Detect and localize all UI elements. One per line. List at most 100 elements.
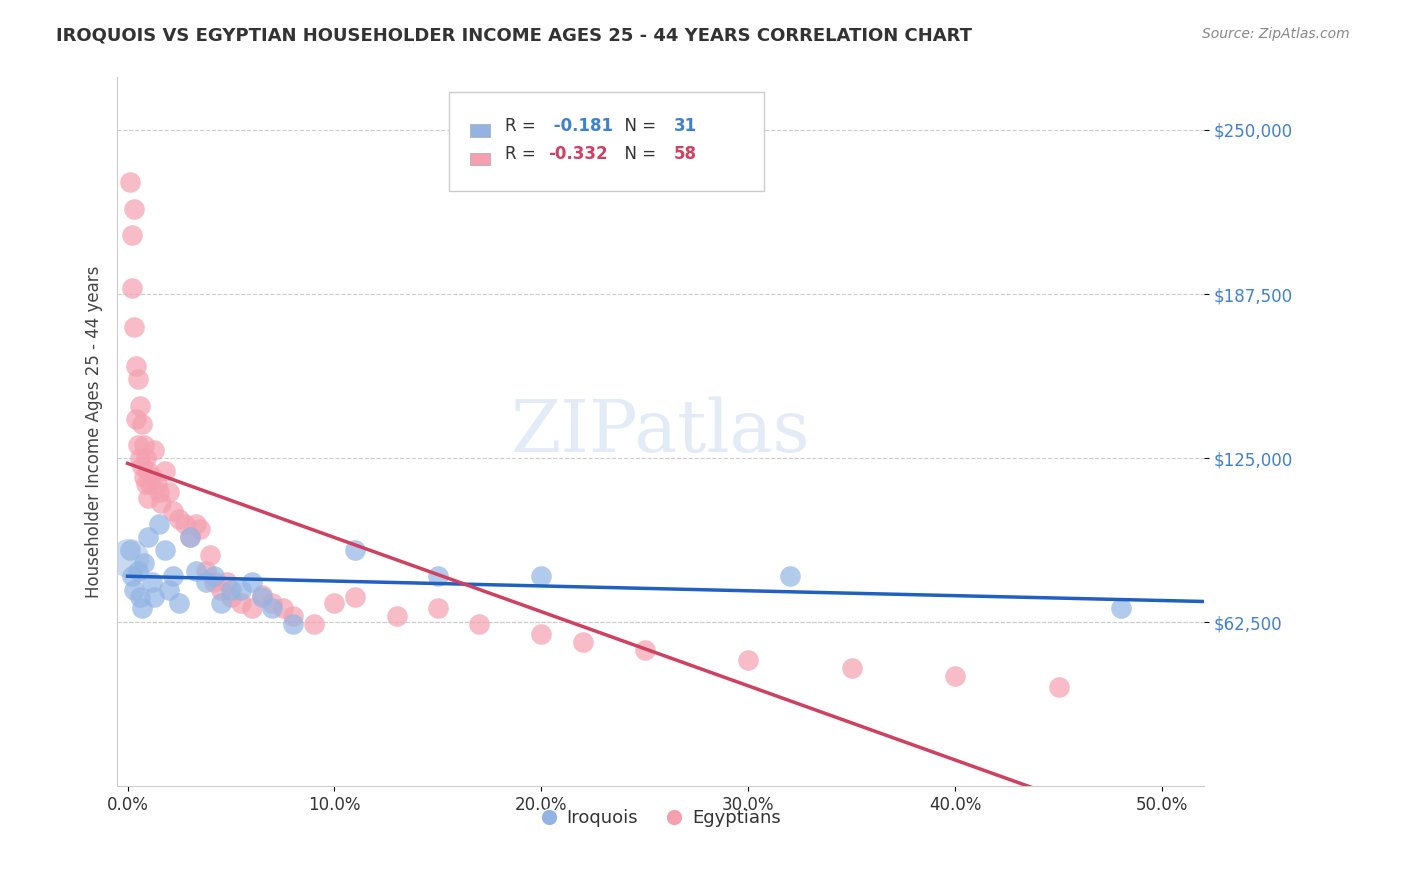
Point	[135, 451, 157, 466]
Text: ZIPatlas: ZIPatlas	[510, 397, 810, 467]
Point	[219, 582, 242, 597]
Point	[262, 601, 284, 615]
Point	[634, 643, 657, 657]
Point	[148, 485, 170, 500]
Point	[572, 635, 595, 649]
FancyBboxPatch shape	[470, 153, 489, 165]
Point	[215, 574, 238, 589]
Text: N =: N =	[613, 117, 661, 135]
Point	[135, 477, 157, 491]
Point	[148, 516, 170, 531]
Point	[281, 608, 304, 623]
Point	[132, 469, 155, 483]
Point	[127, 564, 149, 578]
Point	[153, 543, 176, 558]
Point	[426, 601, 449, 615]
Point	[204, 569, 226, 583]
Point	[385, 608, 408, 623]
Point	[195, 574, 218, 589]
Text: IROQUOIS VS EGYPTIAN HOUSEHOLDER INCOME AGES 25 - 44 YEARS CORRELATION CHART: IROQUOIS VS EGYPTIAN HOUSEHOLDER INCOME …	[56, 27, 972, 45]
Point	[122, 582, 145, 597]
Point	[153, 464, 176, 478]
Point	[141, 574, 163, 589]
Point	[122, 202, 145, 216]
Point	[121, 569, 143, 583]
Text: Source: ZipAtlas.com: Source: ZipAtlas.com	[1202, 27, 1350, 41]
Text: -0.332: -0.332	[548, 145, 609, 163]
Point	[179, 530, 201, 544]
Point	[204, 574, 226, 589]
Point	[231, 596, 253, 610]
Text: N =: N =	[613, 145, 661, 163]
Point	[302, 616, 325, 631]
Point	[231, 582, 253, 597]
Point	[117, 551, 139, 566]
Point	[200, 549, 222, 563]
Point	[426, 569, 449, 583]
Point	[281, 616, 304, 631]
Point	[127, 438, 149, 452]
Point	[184, 516, 207, 531]
Point	[174, 516, 197, 531]
Point	[323, 596, 346, 610]
Point	[141, 469, 163, 483]
Point	[779, 569, 801, 583]
Point	[943, 669, 966, 683]
Point	[162, 569, 184, 583]
Point	[195, 564, 218, 578]
Point	[121, 227, 143, 242]
Point	[271, 601, 294, 615]
Point	[132, 438, 155, 452]
Text: R =: R =	[505, 117, 541, 135]
Point	[131, 601, 153, 615]
Point	[143, 591, 166, 605]
Point	[219, 591, 242, 605]
Point	[737, 653, 759, 667]
Point	[240, 601, 263, 615]
Point	[131, 417, 153, 431]
Point	[125, 359, 148, 374]
Point	[184, 564, 207, 578]
Text: R =: R =	[505, 145, 541, 163]
Point	[136, 491, 159, 505]
Point	[209, 596, 232, 610]
FancyBboxPatch shape	[449, 92, 763, 191]
Point	[145, 477, 167, 491]
Point	[136, 530, 159, 544]
Point	[125, 412, 148, 426]
Text: 31: 31	[673, 117, 696, 135]
Point	[157, 485, 180, 500]
Point	[240, 574, 263, 589]
Point	[344, 591, 367, 605]
Point	[188, 522, 211, 536]
Point	[162, 504, 184, 518]
Point	[143, 443, 166, 458]
FancyBboxPatch shape	[470, 124, 489, 137]
Point	[127, 372, 149, 386]
Point	[179, 530, 201, 544]
Point	[132, 556, 155, 570]
Point	[841, 661, 863, 675]
Point	[250, 591, 273, 605]
Point	[1047, 680, 1070, 694]
Text: -0.181: -0.181	[548, 117, 613, 135]
Point	[129, 399, 152, 413]
Point	[136, 464, 159, 478]
Point	[129, 451, 152, 466]
Text: 58: 58	[673, 145, 696, 163]
Point	[149, 496, 172, 510]
Point	[118, 176, 141, 190]
Point	[157, 582, 180, 597]
Point	[169, 596, 191, 610]
Point	[1109, 601, 1132, 615]
Point	[131, 459, 153, 474]
Y-axis label: Householder Income Ages 25 - 44 years: Householder Income Ages 25 - 44 years	[86, 266, 103, 599]
Point	[129, 591, 152, 605]
Point	[468, 616, 491, 631]
Point	[121, 280, 143, 294]
Point	[344, 543, 367, 558]
Point	[209, 582, 232, 597]
Point	[530, 627, 553, 641]
Point	[118, 543, 141, 558]
Point	[530, 569, 553, 583]
